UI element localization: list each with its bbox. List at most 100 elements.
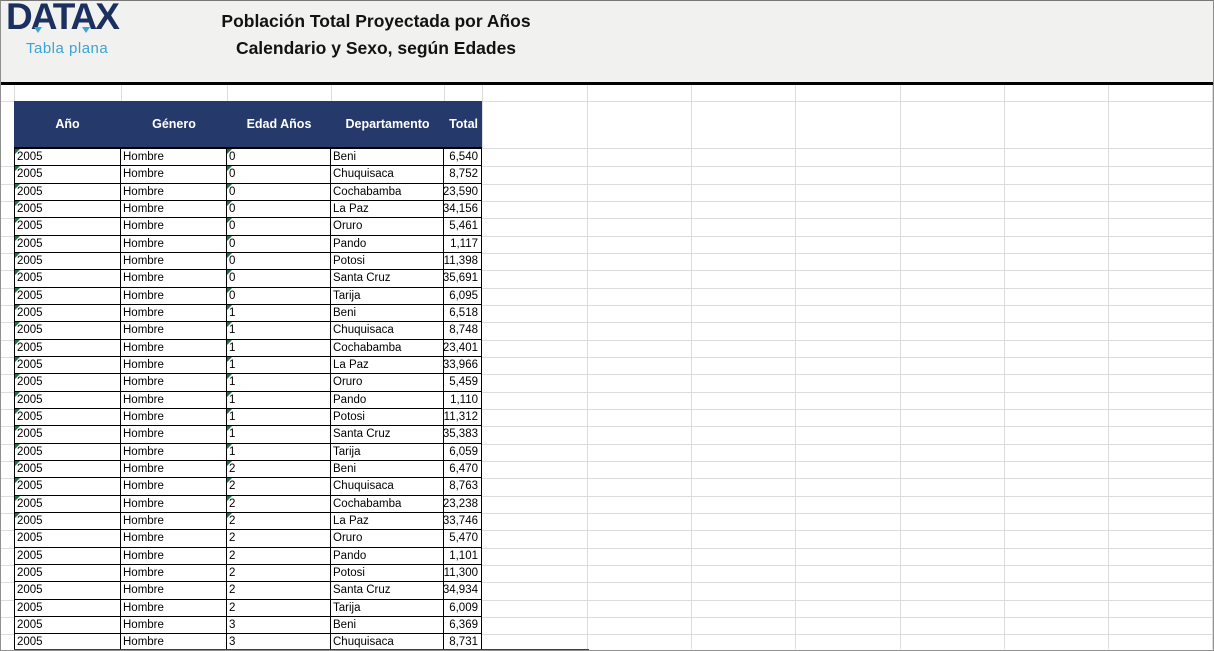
cell-departamento[interactable]: Beni bbox=[331, 616, 444, 634]
cell-edad[interactable]: 0 bbox=[227, 235, 331, 252]
cell-edad[interactable]: 0 bbox=[227, 287, 331, 304]
cell-ano[interactable]: 2005 bbox=[14, 149, 121, 166]
cell-edad[interactable]: 2 bbox=[227, 547, 331, 564]
cell-edad[interactable]: 0 bbox=[227, 183, 331, 200]
cell-departamento[interactable]: La Paz bbox=[331, 200, 444, 218]
cell-total[interactable]: 23,238 bbox=[444, 495, 482, 512]
cell-edad[interactable]: 3 bbox=[227, 634, 331, 650]
cell-departamento[interactable]: Cochabamba bbox=[331, 339, 444, 356]
cell-ano[interactable]: 2005 bbox=[14, 564, 121, 582]
cell-edad[interactable]: 0 bbox=[227, 166, 331, 183]
cell-genero[interactable]: Hombre bbox=[121, 634, 227, 650]
cell-total[interactable]: 35,383 bbox=[444, 426, 482, 443]
cell-edad[interactable]: 1 bbox=[227, 304, 331, 322]
cell-total[interactable]: 6,009 bbox=[444, 599, 482, 616]
cell-ano[interactable]: 2005 bbox=[14, 322, 121, 339]
cell-genero[interactable]: Hombre bbox=[121, 408, 227, 426]
cell-departamento[interactable]: Santa Cruz bbox=[331, 582, 444, 599]
cell-ano[interactable]: 2005 bbox=[14, 599, 121, 616]
cell-total[interactable]: 6,369 bbox=[444, 616, 482, 634]
cell-edad[interactable]: 1 bbox=[227, 443, 331, 460]
cell-genero[interactable]: Hombre bbox=[121, 183, 227, 200]
cell-departamento[interactable]: Beni bbox=[331, 460, 444, 478]
cell-ano[interactable]: 2005 bbox=[14, 218, 121, 235]
cell-departamento[interactable]: Potosi bbox=[331, 564, 444, 582]
cell-ano[interactable]: 2005 bbox=[14, 166, 121, 183]
cell-departamento[interactable]: Tarija bbox=[331, 443, 444, 460]
cell-genero[interactable]: Hombre bbox=[121, 443, 227, 460]
column-header-genero[interactable]: Género bbox=[152, 117, 196, 131]
cell-genero[interactable]: Hombre bbox=[121, 426, 227, 443]
cell-total[interactable]: 6,470 bbox=[444, 460, 482, 478]
column-header-ano[interactable]: Año bbox=[55, 117, 80, 131]
cell-genero[interactable]: Hombre bbox=[121, 270, 227, 287]
cell-ano[interactable]: 2005 bbox=[14, 512, 121, 530]
cell-ano[interactable]: 2005 bbox=[14, 270, 121, 287]
cell-edad[interactable]: 2 bbox=[227, 599, 331, 616]
cell-ano[interactable]: 2005 bbox=[14, 616, 121, 634]
cell-ano[interactable]: 2005 bbox=[14, 339, 121, 356]
cell-edad[interactable]: 2 bbox=[227, 530, 331, 547]
cell-departamento[interactable]: Pando bbox=[331, 235, 444, 252]
cell-departamento[interactable]: Chuquisaca bbox=[331, 478, 444, 495]
cell-departamento[interactable]: Pando bbox=[331, 547, 444, 564]
cell-total[interactable]: 34,156 bbox=[444, 200, 482, 218]
cell-total[interactable]: 8,763 bbox=[444, 478, 482, 495]
cell-total[interactable]: 23,590 bbox=[444, 183, 482, 200]
cell-total[interactable]: 8,752 bbox=[444, 166, 482, 183]
cell-departamento[interactable]: Santa Cruz bbox=[331, 426, 444, 443]
cell-genero[interactable]: Hombre bbox=[121, 512, 227, 530]
cell-ano[interactable]: 2005 bbox=[14, 634, 121, 650]
cell-total[interactable]: 8,748 bbox=[444, 322, 482, 339]
cell-ano[interactable]: 2005 bbox=[14, 495, 121, 512]
cell-total[interactable]: 6,059 bbox=[444, 443, 482, 460]
cell-genero[interactable]: Hombre bbox=[121, 287, 227, 304]
cell-total[interactable]: 1,110 bbox=[444, 391, 482, 408]
cell-edad[interactable]: 2 bbox=[227, 564, 331, 582]
cell-genero[interactable]: Hombre bbox=[121, 582, 227, 599]
cell-ano[interactable]: 2005 bbox=[14, 478, 121, 495]
cell-edad[interactable]: 0 bbox=[227, 149, 331, 166]
cell-departamento[interactable]: La Paz bbox=[331, 512, 444, 530]
cell-total[interactable]: 1,117 bbox=[444, 235, 482, 252]
cell-total[interactable]: 1,101 bbox=[444, 547, 482, 564]
cell-departamento[interactable]: Pando bbox=[331, 391, 444, 408]
cell-departamento[interactable]: Chuquisaca bbox=[331, 634, 444, 650]
cell-total[interactable]: 11,300 bbox=[444, 564, 482, 582]
column-header-total[interactable]: Total bbox=[449, 117, 478, 131]
cell-genero[interactable]: Hombre bbox=[121, 547, 227, 564]
cell-departamento[interactable]: Santa Cruz bbox=[331, 270, 444, 287]
cell-genero[interactable]: Hombre bbox=[121, 166, 227, 183]
cell-total[interactable]: 8,731 bbox=[444, 634, 482, 650]
cell-departamento[interactable]: Oruro bbox=[331, 374, 444, 391]
cell-ano[interactable]: 2005 bbox=[14, 356, 121, 374]
cell-ano[interactable]: 2005 bbox=[14, 426, 121, 443]
cell-total[interactable]: 6,540 bbox=[444, 149, 482, 166]
cell-departamento[interactable]: Chuquisaca bbox=[331, 166, 444, 183]
cell-total[interactable]: 11,398 bbox=[444, 252, 482, 270]
cell-edad[interactable]: 2 bbox=[227, 582, 331, 599]
cell-edad[interactable]: 2 bbox=[227, 495, 331, 512]
cell-edad[interactable]: 1 bbox=[227, 356, 331, 374]
cell-departamento[interactable]: Oruro bbox=[331, 218, 444, 235]
cell-edad[interactable]: 2 bbox=[227, 512, 331, 530]
cell-ano[interactable]: 2005 bbox=[14, 252, 121, 270]
cell-ano[interactable]: 2005 bbox=[14, 408, 121, 426]
cell-total[interactable]: 33,966 bbox=[444, 356, 482, 374]
cell-genero[interactable]: Hombre bbox=[121, 530, 227, 547]
cell-total[interactable]: 5,461 bbox=[444, 218, 482, 235]
cell-genero[interactable]: Hombre bbox=[121, 218, 227, 235]
cell-genero[interactable]: Hombre bbox=[121, 200, 227, 218]
cell-edad[interactable]: 1 bbox=[227, 391, 331, 408]
cell-edad[interactable]: 0 bbox=[227, 218, 331, 235]
cell-genero[interactable]: Hombre bbox=[121, 478, 227, 495]
cell-edad[interactable]: 0 bbox=[227, 270, 331, 287]
cell-ano[interactable]: 2005 bbox=[14, 443, 121, 460]
cell-departamento[interactable]: Tarija bbox=[331, 287, 444, 304]
cell-edad[interactable]: 2 bbox=[227, 460, 331, 478]
cell-total[interactable]: 23,401 bbox=[444, 339, 482, 356]
cell-genero[interactable]: Hombre bbox=[121, 149, 227, 166]
cell-ano[interactable]: 2005 bbox=[14, 530, 121, 547]
cell-total[interactable]: 5,470 bbox=[444, 530, 482, 547]
column-header-edad[interactable]: Edad Años bbox=[246, 117, 312, 131]
